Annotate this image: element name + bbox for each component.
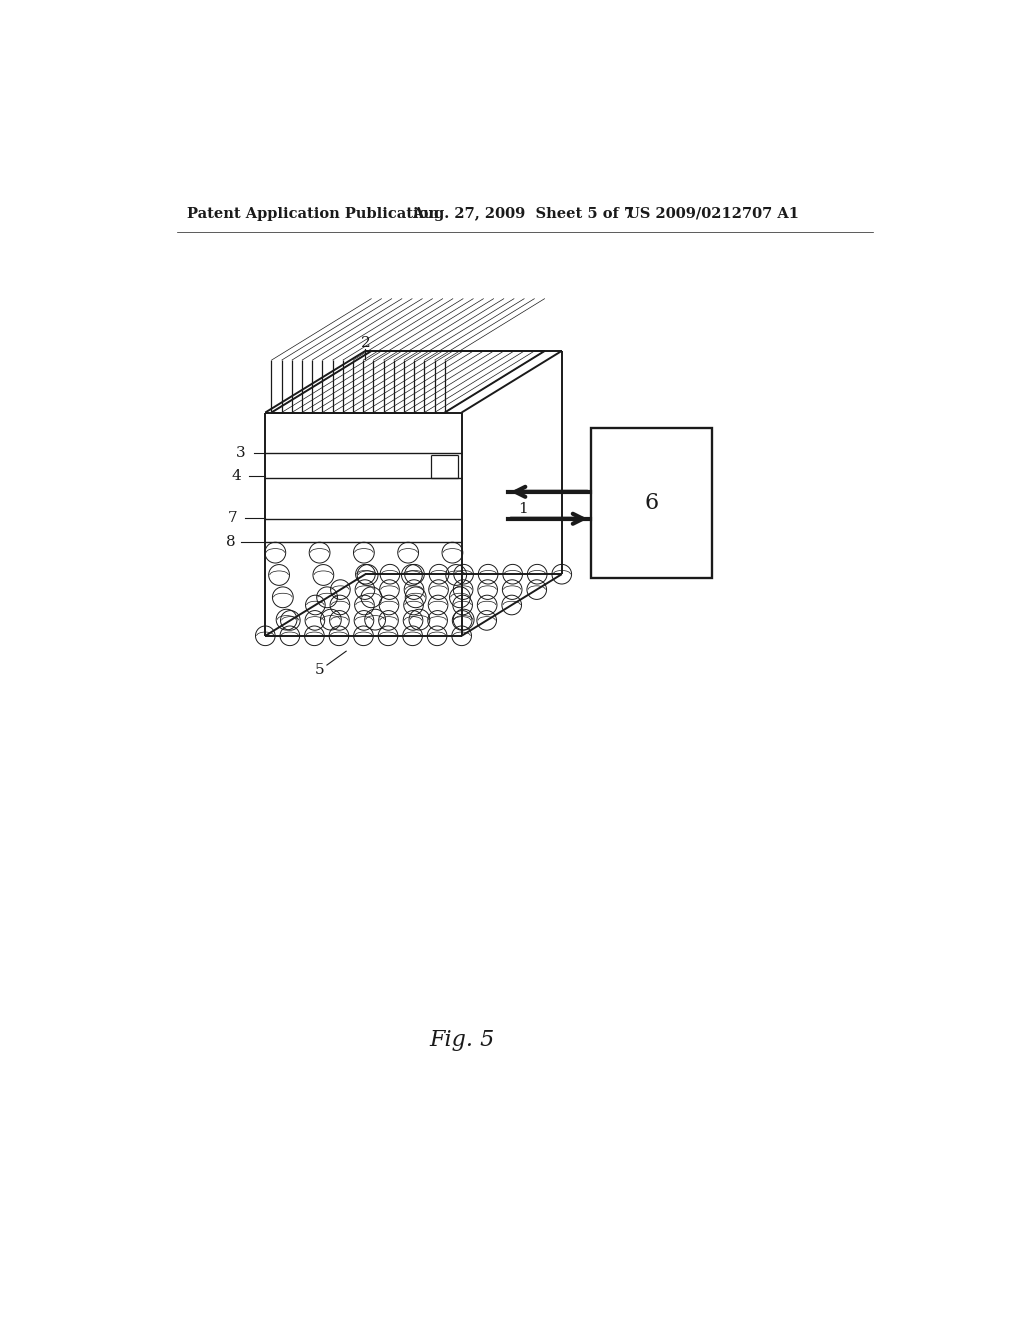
Text: Aug. 27, 2009  Sheet 5 of 7: Aug. 27, 2009 Sheet 5 of 7 xyxy=(412,207,634,220)
Text: 1: 1 xyxy=(518,502,528,516)
Text: 3: 3 xyxy=(236,446,246,461)
Text: US 2009/0212707 A1: US 2009/0212707 A1 xyxy=(628,207,799,220)
Text: 6: 6 xyxy=(644,492,658,513)
Text: 2: 2 xyxy=(360,337,371,350)
Bar xyxy=(591,428,712,578)
Text: 5: 5 xyxy=(314,664,324,677)
Text: 7: 7 xyxy=(228,511,238,525)
Text: Fig. 5: Fig. 5 xyxy=(429,1030,495,1051)
Text: 4: 4 xyxy=(232,470,242,483)
Text: 8: 8 xyxy=(226,535,236,549)
Text: Patent Application Publication: Patent Application Publication xyxy=(186,207,438,220)
